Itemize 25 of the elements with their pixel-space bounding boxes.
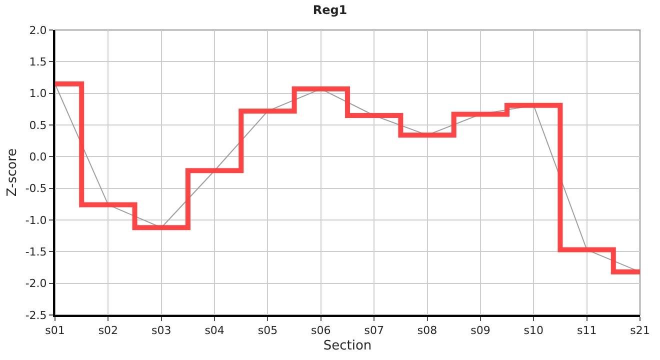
y-tick-label: -1.0 xyxy=(25,214,47,227)
y-tick-label: -2.5 xyxy=(25,308,47,322)
x-tick-label: s11 xyxy=(576,324,597,338)
x-tick-label: s07 xyxy=(364,324,384,338)
y-axis-title: Z-score xyxy=(4,148,20,197)
x-tick-label: s21 xyxy=(630,324,650,338)
x-tick-label: s04 xyxy=(204,324,224,338)
chart-title: Reg1 xyxy=(312,2,348,17)
x-tick-label: s01 xyxy=(45,324,65,338)
x-tick-label: s06 xyxy=(311,324,331,338)
x-tick-label: s09 xyxy=(470,324,490,338)
y-tick-label: -2.0 xyxy=(25,277,47,290)
y-tick-label: 0.5 xyxy=(29,118,47,132)
x-tick-label: s03 xyxy=(151,324,172,338)
x-tick-label: s08 xyxy=(417,324,438,338)
x-tick-label: s02 xyxy=(98,324,118,338)
y-tick-label: -1.5 xyxy=(25,246,47,259)
y-tick-label: 1.5 xyxy=(29,56,47,69)
x-axis-title: Section xyxy=(323,338,372,354)
y-tick-label: 1.0 xyxy=(29,87,47,100)
y-tick-label: 2.0 xyxy=(29,24,47,37)
y-tick-label: -0.5 xyxy=(25,182,47,196)
x-tick-label: s05 xyxy=(258,324,278,338)
y-tick-label: 0.0 xyxy=(29,150,47,164)
x-tick-label: s10 xyxy=(524,324,544,338)
